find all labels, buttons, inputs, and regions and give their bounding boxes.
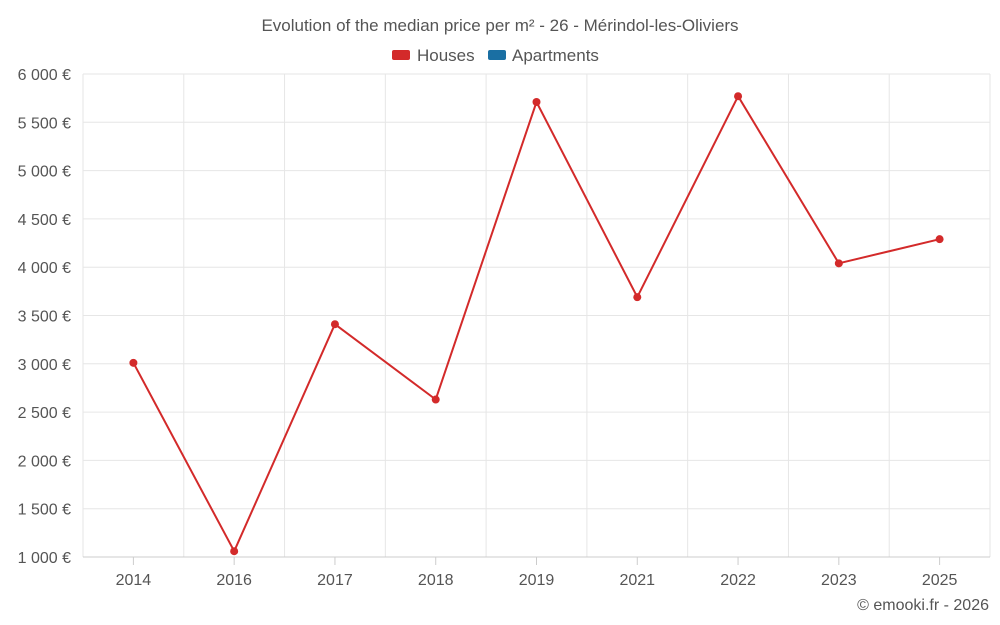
legend-item-apartments[interactable]: Apartments [488, 46, 599, 65]
legend-swatch-houses [392, 50, 410, 60]
data-point-2019[interactable] [532, 98, 541, 107]
x-tick-label: 2016 [216, 572, 252, 589]
y-tick-label: 1 000 € [18, 550, 71, 567]
legend: Houses Apartments [392, 46, 599, 65]
data-point-2025[interactable] [935, 235, 944, 244]
x-tick-label: 2022 [720, 572, 756, 589]
x-tick-label: 2023 [821, 572, 857, 589]
x-tick-label: 2025 [922, 572, 958, 589]
x-tick-label: 2017 [317, 572, 353, 589]
series-line-houses [132, 95, 940, 553]
legend-label-apartments: Apartments [512, 46, 599, 65]
x-tick-label: 2014 [116, 572, 152, 589]
y-tick-label: 4 500 € [18, 212, 71, 229]
data-point-2022[interactable] [734, 92, 743, 101]
y-tick-label: 3 000 € [18, 357, 71, 374]
legend-swatch-apartments [488, 50, 506, 60]
legend-label-houses: Houses [417, 46, 475, 65]
y-tick-label: 5 500 € [18, 115, 71, 132]
legend-item-houses[interactable]: Houses [392, 46, 475, 65]
y-tick-label: 2 500 € [18, 405, 71, 422]
x-axis: 2014 2016 2017 2018 2019 2021 2022 2023 2025 [83, 556, 990, 589]
x-tick-label: 2018 [418, 572, 454, 589]
data-point-2014[interactable] [129, 358, 138, 367]
vertical-gridlines [82, 74, 991, 557]
credit[interactable]: © emooki.fr - 2026 [857, 597, 989, 614]
horizontal-gridlines [83, 73, 990, 558]
y-axis: 1 000 € 1 500 € 2 000 € 2 500 € 3 000 € 3 500… [18, 67, 71, 567]
data-point-2023[interactable] [834, 259, 843, 268]
data-point-2018[interactable] [431, 395, 440, 404]
data-point-2021[interactable] [633, 293, 642, 302]
chart-title: Evolution of the median price per m² - 2… [261, 16, 738, 35]
y-tick-label: 3 500 € [18, 309, 71, 326]
y-tick-label: 4 000 € [18, 260, 71, 277]
data-point-2017[interactable] [330, 320, 339, 329]
y-tick-label: 6 000 € [18, 67, 71, 84]
y-tick-label: 1 500 € [18, 502, 71, 519]
y-tick-label: 2 000 € [18, 453, 71, 470]
series-points-houses [129, 92, 944, 556]
y-tick-label: 5 000 € [18, 164, 71, 181]
x-tick-label: 2021 [619, 572, 655, 589]
x-tick-label: 2019 [519, 572, 555, 589]
data-point-2016[interactable] [230, 547, 239, 556]
